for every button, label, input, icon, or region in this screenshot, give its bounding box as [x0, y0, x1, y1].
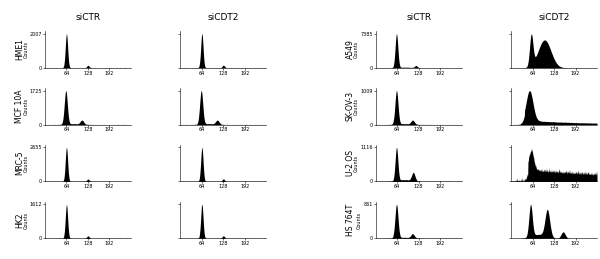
Text: SK-OV-3: SK-OV-3	[346, 91, 355, 121]
Y-axis label: Counts: Counts	[354, 41, 359, 58]
Text: siCDT2: siCDT2	[538, 13, 570, 22]
Y-axis label: Counts: Counts	[357, 211, 362, 228]
Y-axis label: Counts: Counts	[23, 155, 28, 172]
Text: MCF 10A: MCF 10A	[16, 90, 24, 123]
Text: MRC-5: MRC-5	[16, 151, 24, 175]
Y-axis label: Counts: Counts	[23, 41, 28, 58]
Text: HS 764T: HS 764T	[346, 204, 355, 236]
Text: A549: A549	[346, 39, 355, 59]
Text: HK2: HK2	[16, 212, 24, 228]
Y-axis label: Counts: Counts	[354, 98, 359, 115]
Y-axis label: Counts: Counts	[23, 211, 28, 228]
Text: U-2 OS: U-2 OS	[346, 150, 355, 176]
Text: siCDT2: siCDT2	[208, 13, 239, 22]
Text: siCTR: siCTR	[406, 13, 431, 22]
Text: HME1: HME1	[16, 39, 24, 60]
Y-axis label: Counts: Counts	[23, 98, 28, 115]
Y-axis label: Counts: Counts	[354, 155, 359, 172]
Text: siCTR: siCTR	[76, 13, 101, 22]
